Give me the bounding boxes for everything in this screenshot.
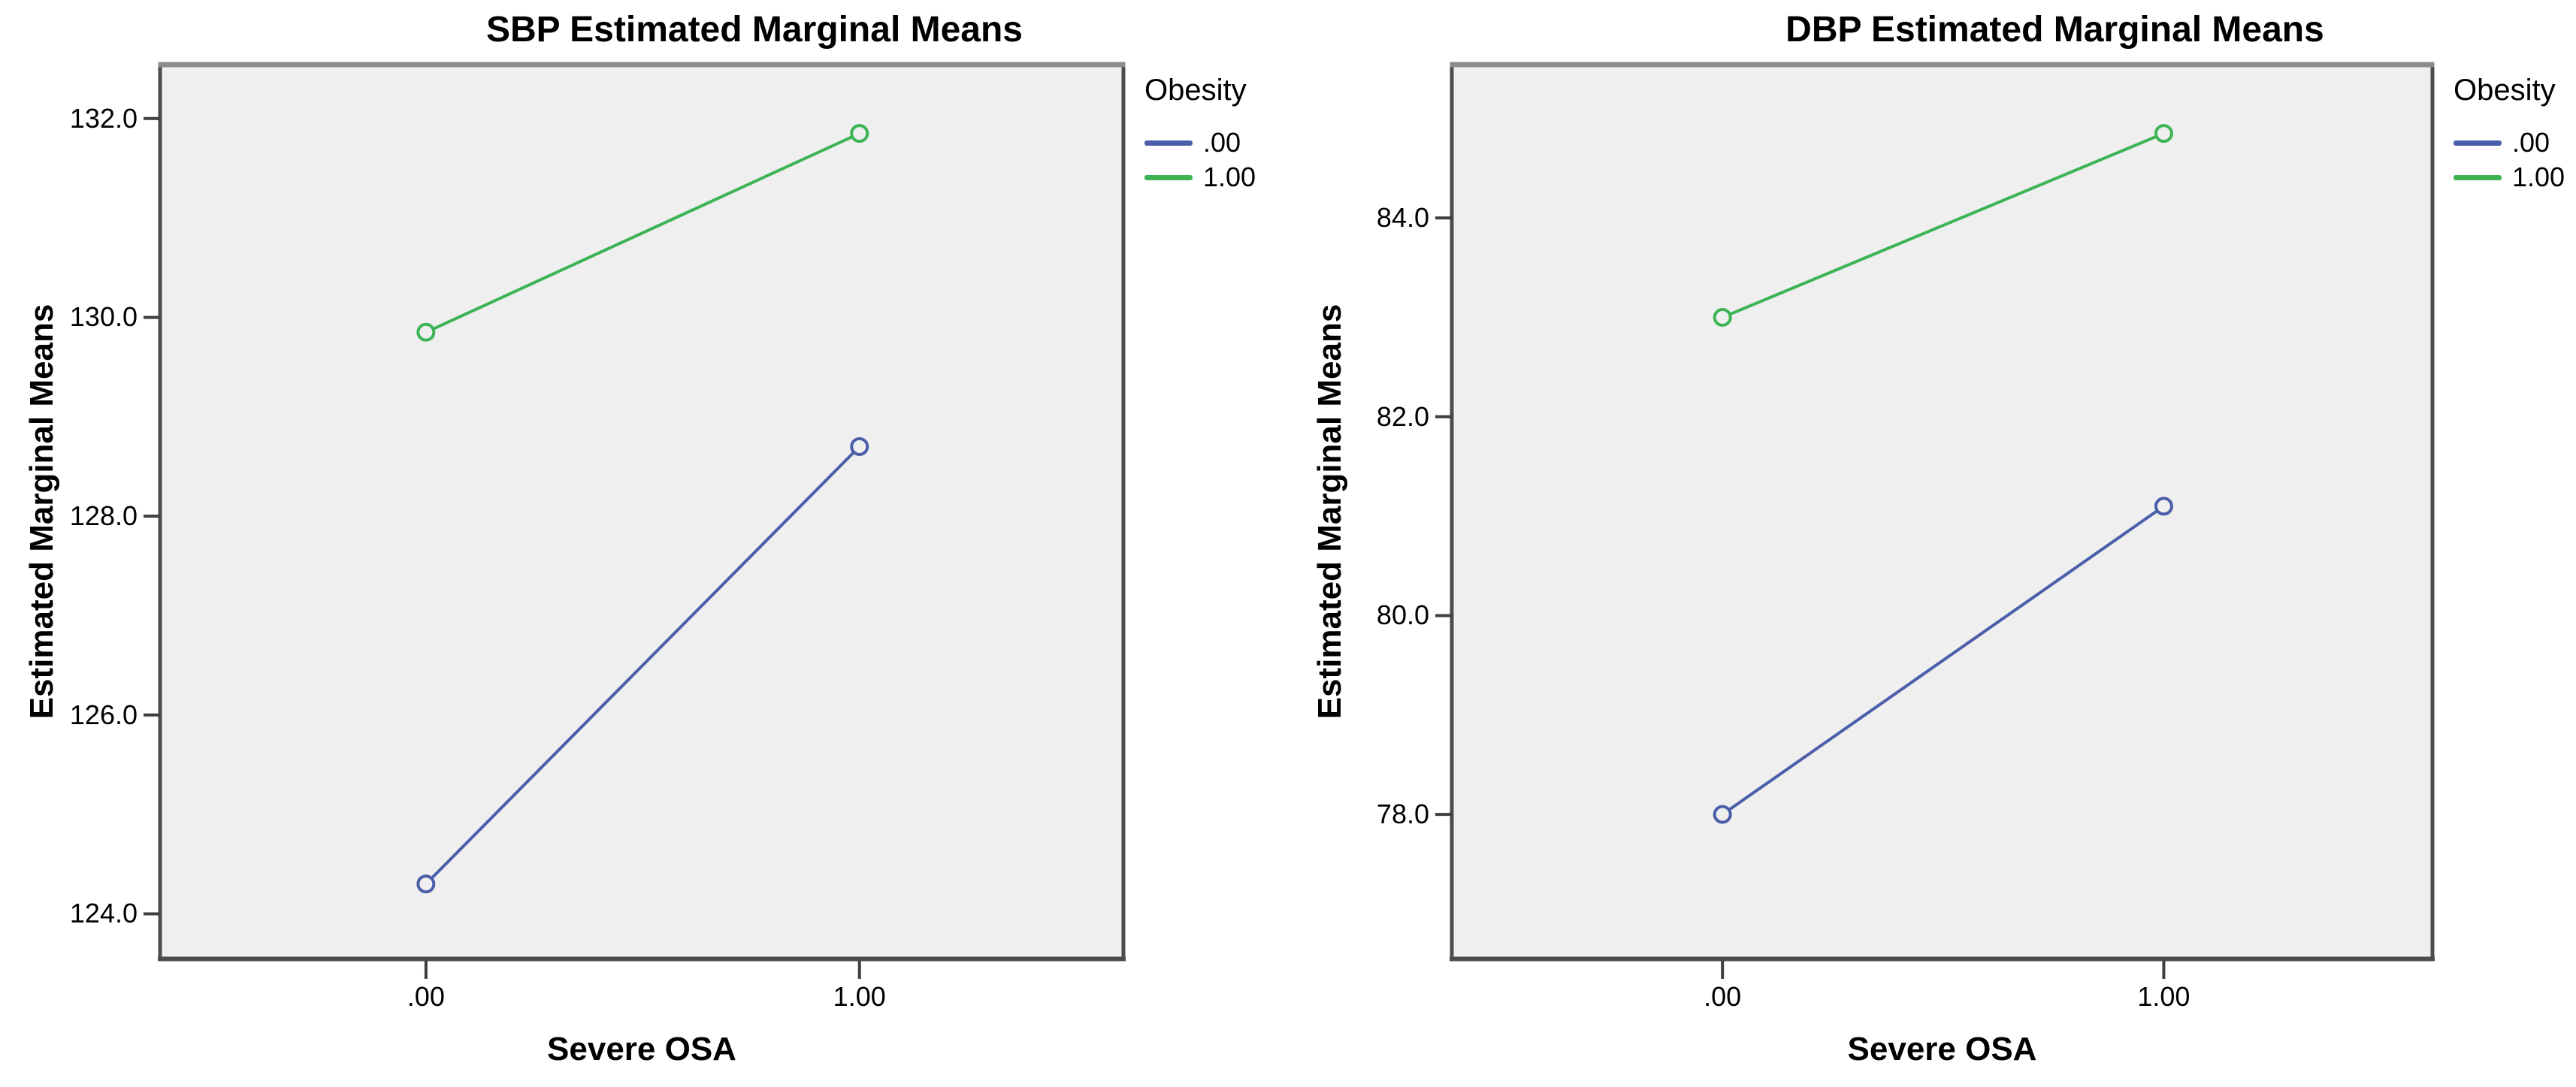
series-line-.00 <box>425 445 861 886</box>
legend-entry-.00: .00 <box>2454 125 2565 160</box>
legend-title: Obesity <box>1144 74 1247 107</box>
x-tick-label: .00 <box>1704 981 1742 1012</box>
y-tick-label: 84.0 <box>1376 202 1429 234</box>
data-point-.00-.00 <box>416 874 436 894</box>
series-line-1.00 <box>425 131 860 334</box>
legend-entry-1.00: 1.00 <box>2454 160 2565 195</box>
legend-line-sample <box>1144 174 1193 180</box>
data-point-.00-1.00 <box>2154 497 2173 516</box>
x-axis-label: Severe OSA <box>547 1031 736 1067</box>
legend-entry-label: 1.00 <box>1203 162 1256 192</box>
data-point-.00-1.00 <box>850 436 869 456</box>
series-line-.00 <box>1722 505 2165 816</box>
plot-area <box>1452 64 2432 959</box>
plot-canvas <box>1435 62 2435 979</box>
y-tick-label: 78.0 <box>1376 799 1429 830</box>
data-point-1.00-.00 <box>1713 307 1732 327</box>
legend-entries: .00 1.00 <box>2454 125 2565 195</box>
plot-canvas <box>144 62 1126 979</box>
chart-title: SBP Estimated Marginal Means <box>486 10 1023 50</box>
y-tick-label: 124.0 <box>69 898 138 929</box>
dbp-chart: DBP Estimated Marginal Means Estimated M… <box>1288 0 2576 1087</box>
x-tick-label: 1.00 <box>2137 981 2191 1012</box>
y-tick-label: 82.0 <box>1376 400 1429 432</box>
legend-entry-1.00: 1.00 <box>1144 160 1256 195</box>
y-tick-label: 130.0 <box>69 301 138 333</box>
x-tick-label: 1.00 <box>833 981 886 1012</box>
plot-area <box>160 64 1123 959</box>
legend-entry-.00: .00 <box>1144 125 1256 160</box>
y-tick-label: 126.0 <box>69 699 138 730</box>
y-tick-label: 128.0 <box>69 500 138 532</box>
legend-entries: .00 1.00 <box>1144 125 1256 195</box>
x-axis-label: Severe OSA <box>1847 1031 2037 1067</box>
y-tick-label: 132.0 <box>69 102 138 134</box>
legend: Obesity .00 1.00 <box>2454 74 2565 195</box>
legend-entry-label: .00 <box>1203 127 1241 158</box>
series-line-1.00 <box>1722 131 2165 319</box>
legend-title: Obesity <box>2454 74 2556 107</box>
legend-entry-label: 1.00 <box>2512 162 2565 192</box>
y-tick-label: 80.0 <box>1376 599 1429 631</box>
data-point-1.00-1.00 <box>850 124 869 143</box>
data-point-1.00-.00 <box>416 322 436 342</box>
legend-line-sample <box>2454 174 2502 180</box>
legend-line-sample <box>2454 140 2502 146</box>
sbp-chart: SBP Estimated Marginal Means Estimated M… <box>23 10 1256 1067</box>
legend: Obesity .00 1.00 <box>1144 74 1256 195</box>
legend-entry-label: .00 <box>2512 127 2550 158</box>
chart-title: DBP Estimated Marginal Means <box>1785 10 2324 50</box>
data-point-.00-.00 <box>1713 805 1732 824</box>
data-point-1.00-1.00 <box>2154 124 2173 143</box>
legend-line-sample <box>1144 140 1193 146</box>
x-tick-label: .00 <box>407 981 445 1012</box>
